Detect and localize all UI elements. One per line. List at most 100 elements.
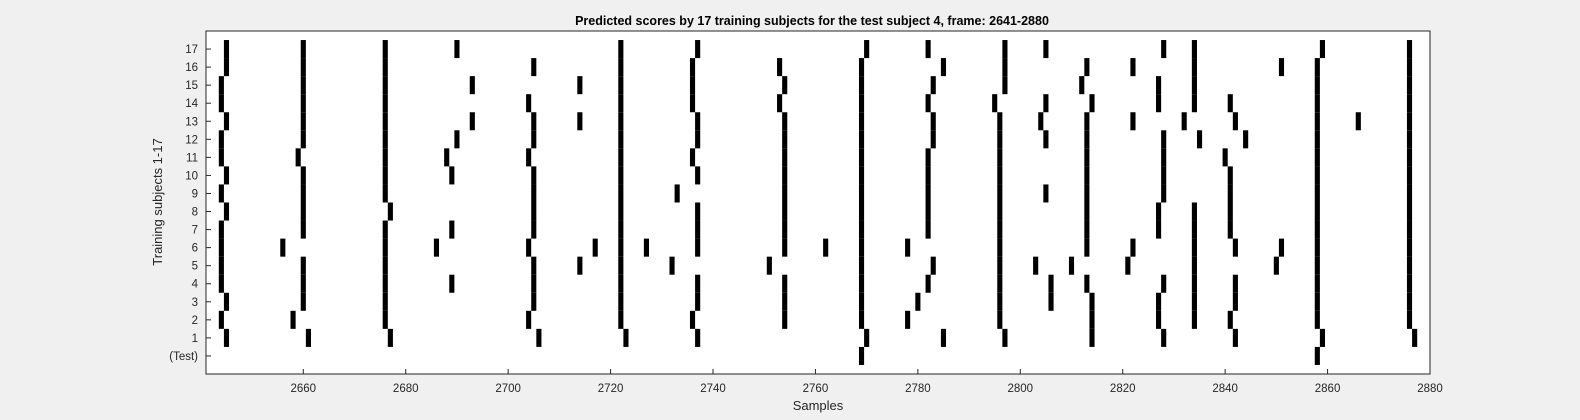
event-mark <box>782 166 788 185</box>
event-mark <box>915 292 921 311</box>
event-mark <box>1406 238 1413 257</box>
event-mark <box>782 274 788 293</box>
event-mark <box>1406 310 1413 329</box>
event-mark <box>531 220 537 239</box>
event-mark <box>618 58 624 77</box>
event-mark <box>218 310 224 329</box>
event-mark <box>997 112 1003 131</box>
event-mark <box>1412 328 1418 347</box>
event-mark <box>823 238 829 257</box>
event-mark <box>1191 202 1197 221</box>
event-mark <box>382 94 388 113</box>
event-mark <box>1084 166 1090 185</box>
event-mark <box>295 148 301 167</box>
event-mark <box>623 328 629 347</box>
event-mark <box>526 238 532 257</box>
event-mark <box>526 310 532 329</box>
event-mark <box>531 256 537 275</box>
event-mark <box>618 274 624 293</box>
event-mark <box>858 292 865 311</box>
event-mark <box>858 274 865 293</box>
event-mark <box>940 58 947 77</box>
x-tick-label: 2880 <box>1417 383 1443 395</box>
event-mark <box>300 256 306 275</box>
event-mark <box>930 130 936 149</box>
event-mark <box>300 202 306 221</box>
event-mark <box>858 58 865 77</box>
event-mark <box>695 328 701 347</box>
event-mark <box>300 184 306 203</box>
event-mark <box>618 310 624 329</box>
y-tick-label: 8 <box>192 207 198 219</box>
event-mark <box>454 130 460 149</box>
event-mark <box>449 166 455 185</box>
event-mark <box>689 58 696 77</box>
event-mark <box>695 166 701 185</box>
event-mark <box>1084 202 1090 221</box>
event-mark <box>1314 346 1320 365</box>
event-mark <box>997 292 1003 311</box>
event-mark <box>382 238 388 257</box>
event-mark <box>1314 112 1320 131</box>
event-mark <box>925 184 931 203</box>
event-mark <box>858 94 865 113</box>
y-tick-label: 4 <box>192 279 199 291</box>
event-mark <box>997 310 1003 329</box>
event-mark <box>1314 220 1320 239</box>
event-mark <box>1161 184 1167 203</box>
event-mark <box>1089 328 1095 347</box>
event-mark <box>290 310 296 329</box>
event-mark <box>1406 112 1413 131</box>
event-mark <box>858 202 865 221</box>
event-mark <box>1191 274 1197 293</box>
event-mark <box>1406 166 1413 185</box>
event-mark <box>1232 292 1238 311</box>
event-mark <box>1227 310 1233 329</box>
event-mark <box>1314 148 1320 167</box>
y-tick-label: 14 <box>185 98 198 110</box>
event-mark <box>777 58 783 77</box>
x-axis-label: Samples <box>793 398 844 413</box>
event-mark <box>223 58 230 77</box>
event-mark <box>618 112 624 131</box>
y-tick-label: 3 <box>192 297 198 309</box>
event-mark <box>858 346 865 365</box>
event-mark <box>997 238 1003 257</box>
event-mark <box>1033 256 1039 275</box>
event-mark <box>618 184 624 203</box>
event-mark <box>618 256 624 275</box>
event-mark <box>454 40 460 59</box>
event-mark <box>1406 256 1413 275</box>
event-mark <box>1191 238 1197 257</box>
event-mark <box>1314 130 1320 149</box>
event-mark <box>1314 202 1320 221</box>
event-mark <box>1161 130 1167 149</box>
event-mark <box>444 148 450 167</box>
event-mark <box>1232 328 1238 347</box>
event-mark <box>531 112 537 131</box>
event-mark <box>223 112 230 131</box>
event-mark <box>1319 328 1326 347</box>
event-mark <box>218 238 224 257</box>
event-mark <box>449 220 455 239</box>
event-mark <box>1191 94 1197 113</box>
event-mark <box>1406 94 1413 113</box>
event-mark <box>858 112 865 131</box>
event-mark <box>925 148 931 167</box>
event-mark <box>864 40 870 59</box>
event-mark <box>387 202 393 221</box>
y-tick-label: 12 <box>185 134 198 146</box>
event-mark <box>1048 292 1054 311</box>
event-mark <box>925 202 931 221</box>
event-mark <box>1125 256 1131 275</box>
event-mark <box>689 94 696 113</box>
x-tick-label: 2740 <box>700 383 726 395</box>
event-mark <box>997 256 1003 275</box>
event-mark <box>433 238 440 257</box>
event-mark <box>997 202 1003 221</box>
event-mark <box>858 76 865 95</box>
event-mark <box>940 328 947 347</box>
event-mark <box>387 328 393 347</box>
event-mark <box>1355 112 1361 131</box>
